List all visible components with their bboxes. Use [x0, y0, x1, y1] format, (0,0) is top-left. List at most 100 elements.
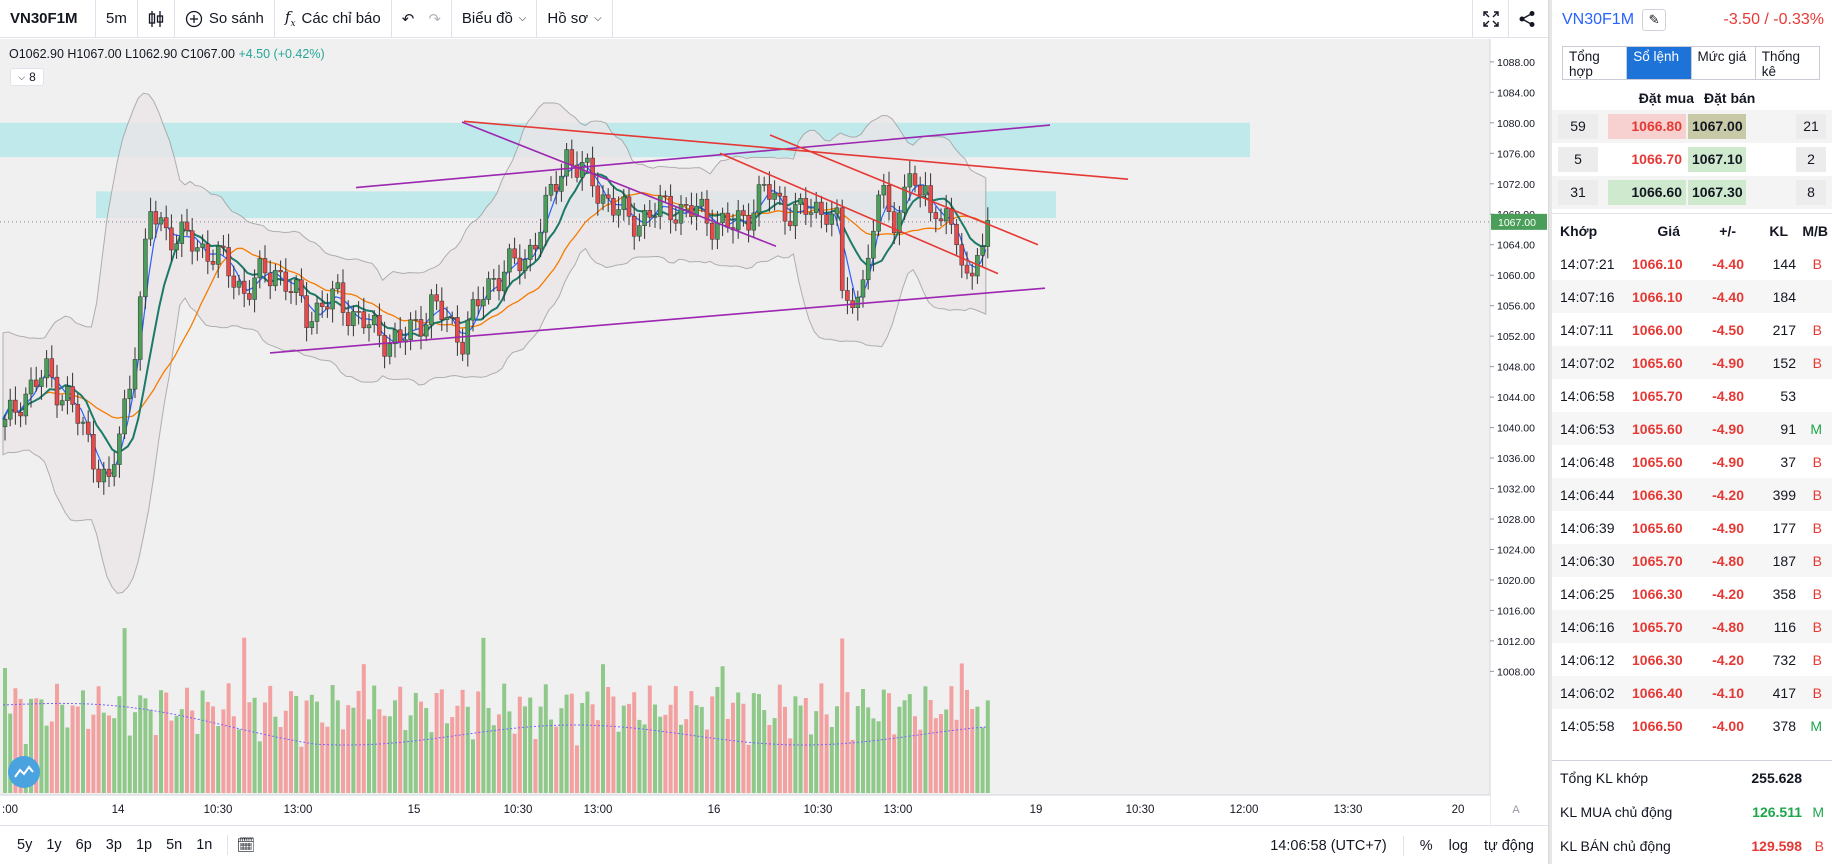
candle-body [236, 280, 242, 288]
volume-bar [559, 708, 564, 793]
trade-row: 14:06:30 1065.70 -4.80 187 B [1552, 544, 1832, 577]
candle-body [371, 314, 377, 326]
price-tick-label: 1024.00 [1497, 544, 1535, 556]
volume-bar [335, 700, 340, 793]
share-button[interactable] [1508, 0, 1544, 38]
bid-price: 1066.80 [1608, 114, 1686, 139]
volume-bar [143, 698, 148, 793]
candle-body [709, 222, 715, 240]
volume-bar [481, 637, 486, 793]
pencil-icon[interactable]: ✎ [1642, 9, 1667, 31]
fullscreen-button[interactable] [1472, 0, 1508, 38]
candle-body [132, 359, 138, 390]
trade-side: B [1812, 684, 1822, 701]
compare-button[interactable]: So sánh [175, 0, 275, 38]
candle-body [569, 149, 575, 166]
volume-bar [762, 710, 767, 793]
candle-body [553, 184, 559, 192]
volume-bar [959, 663, 964, 793]
volume-bar [538, 706, 543, 793]
candle-body [413, 319, 419, 321]
trade-change: -4.90 [1712, 453, 1744, 470]
trade-change: -4.20 [1712, 651, 1744, 668]
chart-logo-icon[interactable] [8, 756, 40, 788]
indicators-collapse-button[interactable]: ⌵ 8 [10, 68, 44, 86]
volume-bar [346, 705, 351, 793]
trade-volume: 152 [1772, 354, 1796, 371]
order-book-row[interactable]: 31 1066.60 1067.30 8 [1552, 176, 1832, 209]
chevron-down-icon: ⌵ [518, 13, 527, 24]
range-button-6p[interactable]: 6p [75, 837, 92, 853]
price-tick-label: 1064.00 [1497, 240, 1535, 252]
log-toggle[interactable]: log [1448, 837, 1468, 854]
order-book-row[interactable]: 5 1066.70 1067.10 2 [1552, 143, 1832, 176]
auto-scale-toggle[interactable]: tự động [1483, 837, 1534, 854]
trade-side: M [1810, 420, 1822, 437]
price-tick-label: 1028.00 [1497, 514, 1535, 526]
volume-bar [367, 719, 371, 793]
summary-label: KL MUA chủ động [1560, 804, 1673, 820]
candle-body [938, 218, 944, 222]
candle-body [18, 412, 23, 417]
trade-change: -4.90 [1712, 420, 1744, 437]
range-button-3p[interactable]: 3p [105, 837, 122, 853]
symbol-search-button[interactable]: VN30F1M [0, 0, 96, 38]
redo-icon[interactable]: ↷ [428, 10, 441, 28]
range-button-1p[interactable]: 1p [135, 837, 153, 853]
volume-bar [850, 739, 855, 793]
trades-header: Khớp Giá +/- KL M/B [1552, 213, 1832, 247]
candle-body [283, 271, 289, 292]
candle-body [247, 293, 252, 300]
candle-body [377, 314, 382, 336]
price-tick-label: 1040.00 [1497, 423, 1535, 435]
panel-divider[interactable] [1548, 0, 1552, 864]
order-book-row[interactable]: 59 1066.80 1067.00 21 [1552, 110, 1832, 143]
price-chart[interactable]: 1088.001084.001080.001076.001072.001068.… [0, 39, 1548, 825]
volume-bar [361, 664, 366, 793]
candle-body [725, 212, 731, 228]
trade-side: B [1812, 618, 1822, 635]
candle-body [475, 299, 481, 307]
chart-canvas[interactable]: 1088.001084.001080.001076.001072.001068.… [0, 39, 1548, 825]
symbol-label: VN30F1M [10, 10, 78, 27]
volume-bar [757, 694, 761, 793]
candle-body [418, 319, 424, 337]
chart-type-button[interactable] [138, 0, 175, 38]
chart-menu-button[interactable]: Biểu đồ ⌵ [452, 0, 538, 38]
candle-body [330, 288, 335, 310]
range-button-1n[interactable]: 1n [196, 837, 213, 853]
range-button-5n[interactable]: 5n [166, 837, 183, 853]
trade-time: 14:06:25 [1560, 585, 1615, 602]
candle-body [65, 386, 70, 401]
trade-side: B [1812, 519, 1822, 536]
trade-time: 14:06:12 [1560, 651, 1615, 668]
range-buttons: 5y 1y 6p 3p 1p 5n 1n [10, 837, 219, 853]
candle-body [501, 271, 507, 292]
volume-bar [673, 686, 678, 793]
volume-bar [8, 713, 13, 793]
percent-toggle[interactable]: % [1419, 837, 1433, 854]
candle-body [33, 379, 39, 387]
volume-bar [590, 704, 595, 793]
volume-bar [845, 692, 850, 793]
candle-body [356, 311, 361, 313]
candle-body [278, 270, 283, 273]
volume-bar [933, 718, 938, 793]
goto-date-icon[interactable]: 🗓 [236, 837, 256, 854]
volume-bar [263, 702, 267, 793]
panel-tab-1[interactable]: Sổ lệnh [1627, 47, 1692, 79]
indicators-button[interactable]: fx Các chỉ báo [275, 0, 392, 38]
trades-list[interactable]: 14:07:21 1066.10 -4.40 144 B 14:07:16 1066.10 -… [1552, 247, 1832, 747]
panel-tab-0[interactable]: Tổng hợp [1563, 47, 1628, 79]
range-button-5y[interactable]: 5y [17, 837, 33, 853]
volume-bar [55, 683, 59, 793]
range-button-1y[interactable]: 1y [46, 837, 62, 853]
interval-button[interactable]: 5m [96, 0, 138, 38]
summary-row: KL MUA chủ động 126.511 M [1552, 795, 1832, 829]
undo-icon[interactable]: ↶ [401, 10, 415, 28]
panel-tab-3[interactable]: Thống kê [1761, 49, 1801, 79]
profile-menu-button[interactable]: Hồ sơ ⌵ [537, 0, 613, 38]
trade-side: B [1812, 255, 1822, 272]
panel-symbol[interactable]: VN30F1M [1562, 11, 1635, 28]
panel-tab-2[interactable]: Mức giá [1692, 47, 1756, 79]
